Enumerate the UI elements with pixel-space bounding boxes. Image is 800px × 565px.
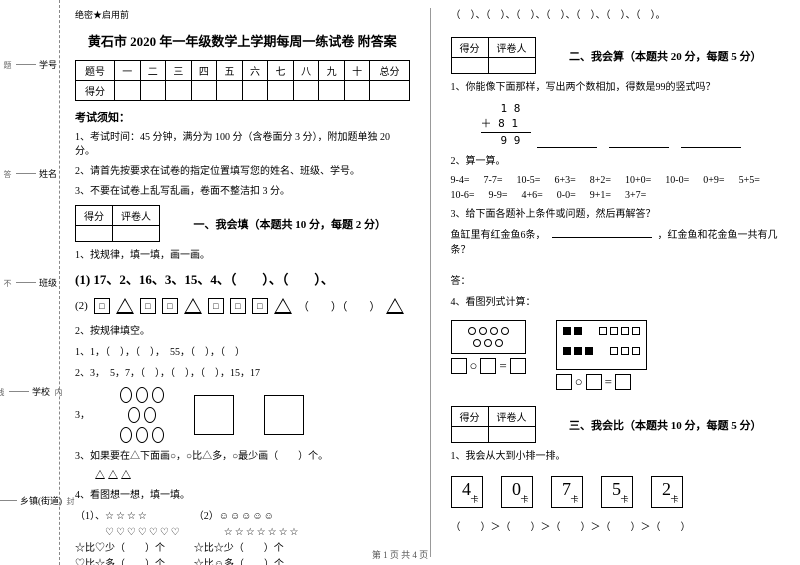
big-square-2 [264, 395, 304, 435]
rule-2: 2、请首先按要求在试卷的指定位置填写您的姓名、班级、学号。 [75, 165, 410, 179]
big-square-1 [194, 395, 234, 435]
q1-1: 1、找规律，填一填，画一画。 [75, 248, 410, 263]
q1-4: 4、看图想一想，填一填。 [75, 488, 410, 503]
label-school: 学校 [32, 385, 50, 398]
q1-3-triangles [95, 470, 410, 482]
q1-3: 3、如果要在△下面画○，○比△多，○最少画（ ）个。 [75, 449, 410, 464]
vertical-addition: 1 8 ＋ 8 1 9 9 [481, 101, 531, 148]
label-class: 班级 [39, 276, 57, 289]
q3-tail: （ ）＞（ ）＞（ ）＞（ ）＞（ ） [451, 520, 786, 535]
binding-field: 学号 题 [2, 58, 57, 71]
label-town: 乡镇(街道) [20, 494, 62, 507]
q2-1: 1、你能像下面那样，写出两个数相加，得数是99的竖式吗？ [451, 80, 786, 95]
secret-label: 绝密★启用前 [75, 8, 410, 21]
calc-grid: 9-4= 7-7= 10-5= 6+3= 8+2= 10+0= 10-0= 0+… [451, 175, 786, 201]
pic-box-squares [556, 320, 647, 370]
score-row-label: 得分 [76, 81, 115, 101]
notice-title: 考试须知： [75, 109, 410, 125]
q2-2: 2、算一算。 [451, 154, 786, 169]
q1-2-line1: 1、1，（ ），（ ）， 55，（ ），（ ） [75, 345, 410, 360]
exam-title: 黄石市 2020 年一年级数学上学期每周一练试卷 附答案 [75, 31, 410, 50]
ovals-group [120, 387, 164, 443]
rule-1: 1、考试时间：45 分钟，满分为 100 分（含卷面分 3 分），附加题单独 2… [75, 131, 410, 159]
blank-line [537, 147, 597, 148]
page-content: 绝密★启用前 黄石市 2020 年一年级数学上学期每周一练试卷 附答案 题号 一… [60, 0, 800, 565]
q2-3a: 3、给下面各题补上条件或问题，然后再解答？ [451, 207, 786, 222]
score-header: 题号 [76, 61, 115, 81]
score-table: 题号 一 二 三 四 五 六 七 八 九 十 总分 得分 [75, 60, 410, 101]
q2-4: 4、看图列式计算： [451, 295, 786, 310]
q1-1-sequence: (1) 17、2、16、3、15、4、（ ）、（ ）、 [75, 269, 410, 288]
binding-margin: 学号 题 姓名 答 班级 不 内 学校 线 封 乡镇(街道) 密 [0, 0, 60, 565]
section-score-box-2: 得分评卷人 [451, 37, 536, 74]
q1-2: 2、按规律填空。 [75, 324, 410, 339]
q1-1-shapes: (2) □□□□□□（ ）（ ） [75, 298, 410, 314]
picture-calc: ○= ○= [451, 320, 786, 390]
q1-2-line2: 2、3， 5，7，（ ），（ ），（ ），15，17 [75, 366, 410, 381]
page-footer: 第 1 页 共 4 页 [0, 548, 800, 561]
column-divider [430, 8, 431, 557]
section-3-title: 三、我会比（本题共 10 分，每题 5 分） [546, 417, 786, 433]
q1-5-tail: （ ）、（ ）、（ ）、（ ）、（ ）、（ ）、（ ）。 [451, 8, 786, 23]
section-score-box: 得分评卷人 [75, 205, 160, 242]
number-cards: 4卡 0卡 7卡 5卡 2卡 [451, 476, 786, 508]
label-name: 姓名 [39, 167, 57, 180]
section-1-title: 一、我会填（本题共 10 分，每题 2 分） [170, 216, 410, 232]
right-column: （ ）、（ ）、（ ）、（ ）、（ ）、（ ）、（ ）。 得分评卷人 二、我会算… [451, 8, 786, 557]
section-2-title: 二、我会算（本题共 20 分，每题 5 分） [546, 48, 786, 64]
label-student-id: 学号 [39, 58, 57, 71]
rule-3: 3、不要在试卷上乱写乱画，卷面不整洁扣 3 分。 [75, 185, 410, 199]
q3-1: 1、我会从大到小排一排。 [451, 449, 786, 464]
left-column: 绝密★启用前 黄石市 2020 年一年级数学上学期每周一练试卷 附答案 题号 一… [75, 8, 410, 557]
q2-3b: 鱼缸里有红金鱼6条，，红金鱼和花金鱼一共有几条？ [451, 228, 786, 258]
q2-3-answer: 答： [451, 274, 786, 289]
section-score-box-3: 得分评卷人 [451, 406, 536, 443]
pic-box-circles [451, 320, 526, 354]
